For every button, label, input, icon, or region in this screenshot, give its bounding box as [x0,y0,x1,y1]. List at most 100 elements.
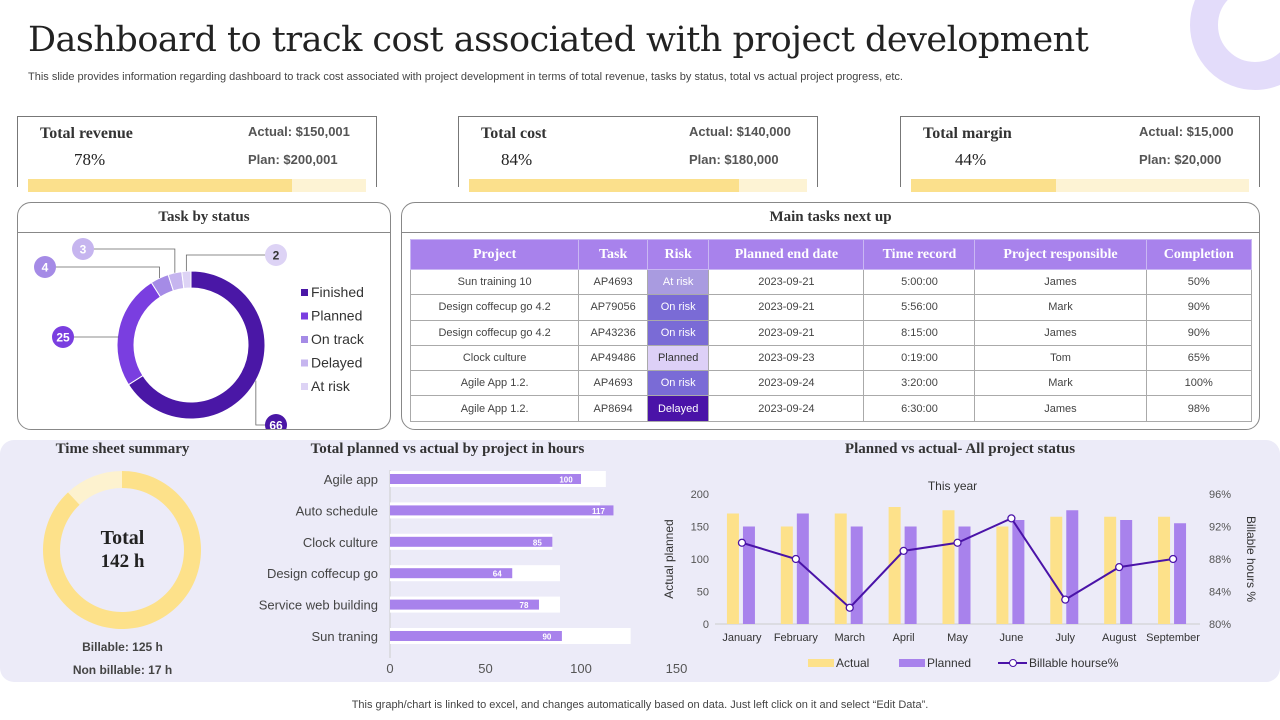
category-label: Sun traning [312,629,379,644]
actual-bar [726,513,739,624]
task-by-status-panel: Task by status 66 Finished 25 Planned 4 On tr… [17,202,391,430]
kpi-total-revenue: Total revenue 78% Actual: $150,001 Plan:… [17,116,377,192]
x-tick-label: January [722,632,762,644]
x-tick-label: 0 [386,661,393,676]
table-cell: 2023-09-23 [708,344,865,372]
kpi-percent: 44% [955,150,987,169]
x-tick-label: May [947,632,968,644]
table-cell: AP79056 [578,294,648,321]
hours-chart-title: Total planned vs actual by project in ho… [310,441,585,457]
risk-cell: On risk [646,370,710,397]
leader-line [185,254,276,272]
column-header: Planned end date [708,239,865,270]
kpi-progress-fill [469,179,740,192]
bar-value-label: 90 [542,633,551,642]
legend-label: Planned [311,308,362,324]
column-header: Time record [863,239,976,270]
billable-point [1007,514,1016,523]
y2-axis-label: Billable hours % [1244,516,1258,602]
risk-cell: On risk [646,294,710,321]
timesheet-title: Time sheet summary [55,441,190,457]
risk-cell: At risk [646,268,710,296]
kpi-plan: Plan: $20,000 [1139,152,1222,167]
x-tick-label: 100 [570,661,592,676]
table-cell: 2023-09-21 [708,319,865,346]
legend-label: Delayed [311,355,362,371]
column-header: Risk [646,239,710,270]
data-label: 3 [80,243,87,257]
decorative-ring [1190,0,1280,90]
x-tick-label: April [893,632,915,644]
actual-bar [390,631,562,641]
kpi-progress-bar [28,179,366,192]
table-cell: Sun training 10 [409,268,580,296]
billable-point [737,538,747,547]
actual-bar [996,526,1009,624]
table-cell: 90% [1145,319,1252,346]
y2-tick-label: 84% [1209,587,1231,599]
billable-segment [43,471,201,629]
table-row: Agile App 1.2. AP4693 On risk 2023-09-24 3:2… [409,370,1252,397]
data-label-bubble [34,256,56,278]
table-cell: AP43236 [578,319,648,346]
planned-bar [1174,523,1187,624]
bar-value-label: 85 [533,538,542,547]
y2-tick-label: 80% [1209,619,1231,631]
table-cell: 5:00:00 [863,268,976,296]
table-cell: Mark [974,294,1147,321]
table-cell: Mark [974,370,1147,397]
table-cell: Agile App 1.2. [409,370,580,397]
y-axis-label: Actual planned [662,519,676,598]
kpi-percent: 84% [501,150,533,169]
table-row: Design coffecup go 4.2 AP79056 On risk 2023… [409,294,1252,321]
table-cell: Design coffecup go 4.2 [409,294,580,321]
y2-tick-label: 92% [1209,522,1231,534]
y-tick-label: 150 [691,522,709,534]
kpi-name: Total margin [923,125,1012,142]
legend-swatch [301,359,308,367]
legend-label: Billable hourse% [1029,656,1119,670]
billable-point [1168,554,1178,564]
table-cell: 50% [1145,268,1252,296]
legend-swatch [301,383,308,390]
table-row: Clock culture AP49486 Planned 2023-09-23 0:1… [409,344,1252,372]
footer-note: This graph/chart is linked to excel, and… [351,699,929,711]
y2-tick-label: 88% [1209,554,1231,566]
x-tick-label: June [999,632,1023,644]
data-label-bubble [72,238,94,260]
actual-bar [942,510,955,624]
data-label: 2 [273,249,280,263]
table-cell: 5:56:00 [863,294,976,321]
y-tick-label: 50 [697,587,709,599]
x-tick-label: February [774,632,819,644]
data-label: 25 [56,331,70,345]
kpi-name: Total revenue [40,125,133,142]
column-header: Completion [1145,239,1252,270]
non-billable-segment [68,471,122,505]
table-cell: 6:30:00 [863,395,976,422]
table-cell: James [974,268,1147,296]
data-label-bubble [265,414,287,429]
kpi-total-cost: Total cost 84% Actual: $140,000 Plan: $1… [458,116,818,192]
data-label: 66 [269,419,283,430]
table-cell: 65% [1145,344,1252,372]
category-label: Agile app [324,472,378,487]
kpi-percent: 78% [74,150,106,169]
table-cell: 0:19:00 [863,344,976,372]
table-cell: Clock culture [409,344,580,372]
planned-bar [742,526,755,624]
table-row: Sun training 10 AP4693 At risk 2023-09-21 5:… [409,268,1252,296]
main-tasks-panel: Main tasks next up Project Task Risk Planne… [401,202,1260,430]
table-cell: AP4693 [578,268,648,296]
legend-label: Actual [836,656,869,670]
table-cell: AP4693 [578,370,648,397]
table-cell: AP49486 [578,344,648,372]
category-label: Service web building [259,598,378,613]
y2-tick-label: 96% [1209,489,1231,501]
donut-segment [127,270,266,420]
column-header: Project responsible [974,239,1147,270]
table-cell: James [974,319,1147,346]
risk-cell: Planned [646,344,710,372]
billable-point [1115,562,1124,572]
kpi-plan: Plan: $180,000 [689,152,779,167]
